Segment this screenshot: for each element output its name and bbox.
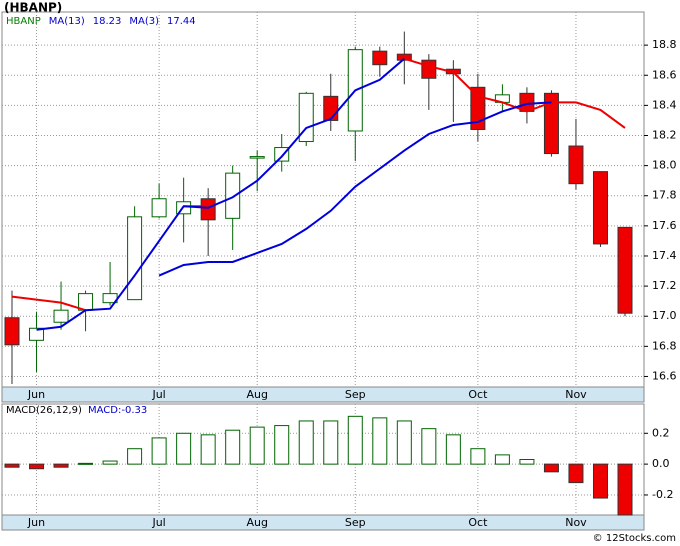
macd-bar [568, 463, 584, 484]
legend-entry: 18.23 [93, 16, 122, 27]
macd-bar [4, 463, 20, 468]
y-tick-label: 17.2 [652, 279, 677, 292]
moving-average-line [36, 57, 405, 331]
candle-body [568, 145, 584, 185]
macd-bar [200, 434, 216, 465]
macd-bar [176, 432, 192, 465]
y-tick-label: 18.2 [652, 128, 677, 141]
macd-bar [445, 434, 461, 465]
macd-bar [421, 428, 437, 465]
y-tick-label: 16.8 [652, 339, 677, 352]
y-tick-label: 16.6 [652, 369, 677, 382]
macd-bar [617, 463, 633, 516]
x-tick-label: Jun [27, 388, 45, 401]
macd-bar [543, 463, 559, 473]
y-tick-label: 18.4 [652, 98, 677, 111]
y-tick-label: 18.8 [652, 38, 677, 51]
y-tick-label: 0.0 [652, 457, 670, 470]
candle-body [543, 92, 559, 155]
candle-body [617, 226, 633, 314]
candle-body [53, 309, 69, 323]
candle-body [29, 327, 45, 341]
macd-bar [323, 420, 339, 465]
x-tick-label: Jul [151, 516, 165, 529]
legend-entry: 17.44 [167, 16, 196, 27]
candle-body [200, 198, 216, 221]
macd-bar [53, 463, 69, 468]
macd-bar [298, 420, 314, 465]
y-tick-label: 17.6 [652, 219, 677, 232]
y-tick-label: 18.0 [652, 159, 677, 172]
macd-bar [249, 426, 265, 465]
x-tick-label: Oct [468, 516, 488, 529]
legend-entry: MA(3) [129, 16, 159, 27]
x-tick-label: Sep [345, 516, 366, 529]
candle-body [4, 317, 20, 346]
macd-bar [372, 417, 388, 465]
macd-bar [494, 454, 510, 465]
macd-bar [396, 420, 412, 465]
footer: © 12Stocks.com [593, 533, 676, 544]
y-tick-label: 0.2 [652, 426, 670, 439]
candle-body [298, 92, 314, 143]
macd-bar [225, 429, 241, 465]
x-tick-label: Oct [468, 388, 488, 401]
candle-body [323, 95, 339, 121]
legend-entry: MA(13) [49, 16, 85, 27]
x-tick-label: Jul [151, 388, 165, 401]
macd-bar [347, 415, 363, 465]
y-tick-label: -0.2 [652, 488, 673, 501]
legend-entry: HBANP [6, 16, 41, 27]
month-bar [1, 514, 645, 531]
moving-average-line [158, 101, 552, 277]
x-tick-label: Sep [345, 388, 366, 401]
candle-body [225, 172, 241, 219]
macd-bar [78, 462, 94, 465]
macd-bar [127, 448, 143, 465]
x-tick-label: Aug [246, 516, 267, 529]
macd-bar [29, 463, 45, 470]
x-tick-label: Aug [246, 388, 267, 401]
macd-bar [592, 463, 608, 499]
macd-legend: MACD:-0.33 [88, 405, 147, 416]
y-tick-label: 17.8 [652, 189, 677, 202]
candle-body [249, 156, 265, 159]
y-tick-label: 17.4 [652, 249, 677, 262]
candle-body [274, 147, 290, 162]
macd-bar [151, 437, 167, 465]
macd-bar [470, 448, 486, 465]
chart-title: (HBANP) [4, 1, 62, 15]
macd-bar [519, 459, 535, 465]
x-tick-label: Jun [27, 516, 45, 529]
x-tick-label: Nov [565, 388, 587, 401]
candle-body [592, 171, 608, 245]
x-tick-label: Nov [565, 516, 587, 529]
y-tick-label: 18.6 [652, 68, 677, 81]
candle-body [396, 53, 412, 61]
macd-legend: MACD(26,12,9) [6, 405, 82, 416]
candle-body [127, 216, 143, 301]
y-tick-label: 17.0 [652, 309, 677, 322]
macd-panel [1, 403, 645, 516]
candle-body [421, 59, 437, 79]
price-panel [1, 11, 645, 388]
candle-body [151, 198, 167, 218]
candle-body [372, 50, 388, 66]
macd-bar [274, 425, 290, 465]
macd-bar [102, 460, 118, 465]
month-bar [1, 386, 645, 403]
